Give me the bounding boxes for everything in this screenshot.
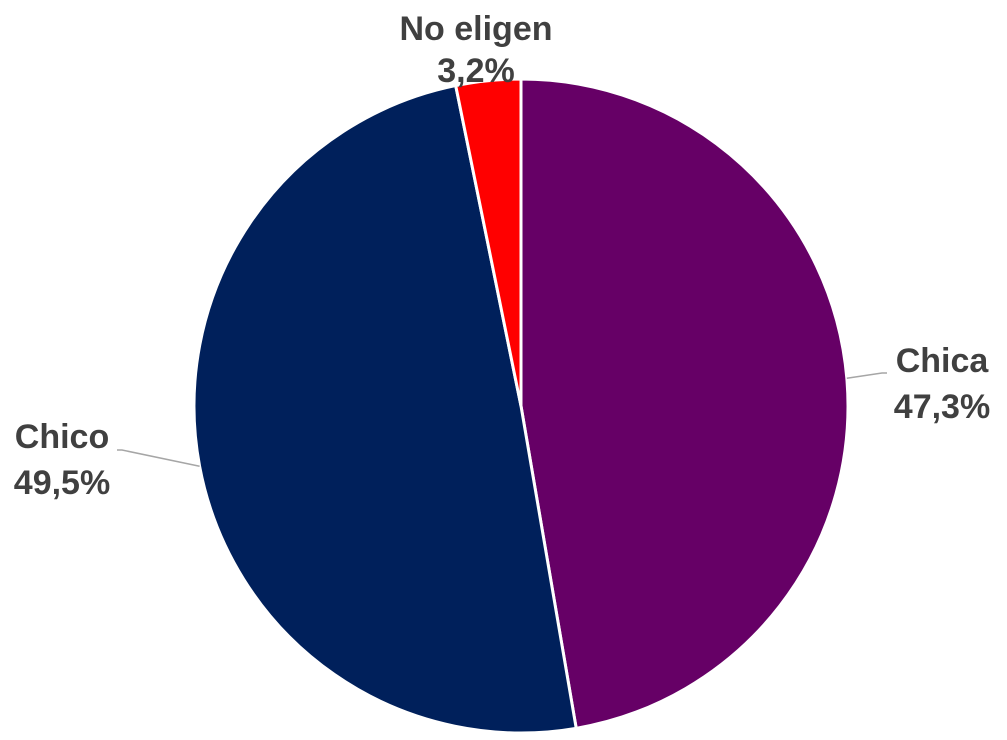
data-label-name-no-eligen: No eligen [399,10,552,48]
data-label-value-no-eligen: 3,2% [437,52,515,90]
data-label-name-chica: Chica [896,342,990,380]
leader-line-chica [846,372,887,380]
leader-lines-layer [117,372,887,467]
data-label-name-chico: Chico [15,418,109,456]
data-label-value-chico: 49,5% [14,464,110,502]
data-labels-layer: Chica 47,3% Chico 49,5% No eligen 3,2% [14,10,990,502]
leader-line-chico [117,449,200,467]
data-label-value-chica: 47,3% [894,388,990,426]
pie-slice-chica [519,77,850,730]
pie-slice-no-eligen [454,77,523,408]
slices-layer [192,77,850,735]
